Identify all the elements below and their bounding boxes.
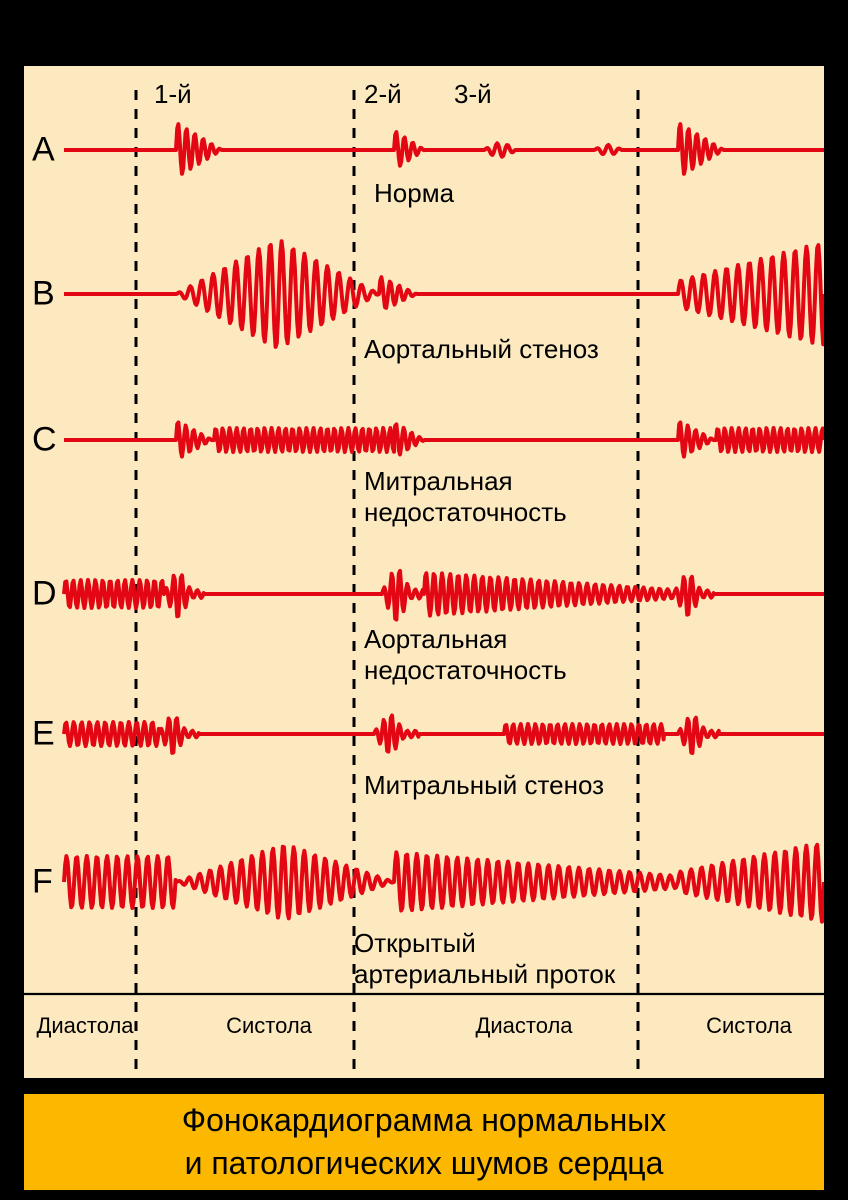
row-label-e: Митральный стеноз — [364, 770, 604, 801]
phase-label: Диастола — [34, 1013, 136, 1039]
caption-panel: Фонокардиограмма нормальных и патологиче… — [24, 1094, 824, 1190]
sound-label: 2-й — [364, 79, 402, 110]
waveform-row-e — [64, 716, 824, 754]
row-letter-a: A — [32, 131, 55, 170]
row-label-c: Митральнаянедостаточность — [364, 466, 567, 528]
waveform-row-a — [64, 124, 824, 174]
waveform-row-d — [64, 571, 824, 620]
chart-panel: A Норма B Аортальный стеноз C Митральнаянедос… — [24, 66, 824, 1078]
sound-label: 1-й — [154, 79, 192, 110]
row-label-b: Аортальный стеноз — [364, 334, 599, 365]
phase-label: Систола — [674, 1013, 824, 1039]
sound-label: 3-й — [454, 79, 492, 110]
row-letter-d: D — [32, 575, 57, 614]
waveform-row-c — [64, 423, 824, 457]
caption-line-1: Фонокардиограмма нормальных — [182, 1099, 667, 1142]
row-letter-b: B — [32, 275, 55, 314]
caption-line-2: и патологических шумов сердца — [185, 1142, 664, 1185]
phase-label: Систола — [184, 1013, 354, 1039]
waveform-row-f — [64, 845, 824, 922]
phase-label: Диастола — [424, 1013, 624, 1039]
row-letter-f: F — [32, 863, 53, 902]
row-letter-c: C — [32, 421, 57, 460]
row-label-a: Норма — [374, 178, 454, 209]
waveform-row-b — [64, 241, 824, 347]
row-letter-e: E — [32, 715, 55, 754]
phonocardiogram-svg — [24, 66, 824, 1078]
row-label-d: Аортальнаянедостаточность — [364, 624, 567, 686]
row-label-f: Открытыйартериальный проток — [354, 928, 615, 990]
